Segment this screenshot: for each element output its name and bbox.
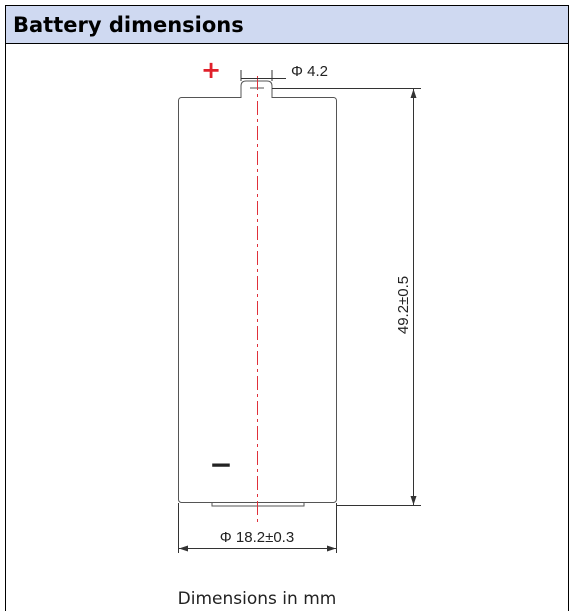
positive-sign: + (201, 56, 221, 84)
terminal-diameter-label: Φ 4.2 (291, 63, 328, 80)
caption: Dimensions in mm (178, 589, 337, 609)
length-label: 49.2±0.5 (395, 276, 412, 334)
diameter-label: Φ 18.2±0.3 (220, 529, 294, 546)
negative-sign: − (209, 448, 232, 481)
positive-cap (240, 80, 273, 98)
header-bar (5, 5, 569, 44)
header-title: Battery dimensions (13, 13, 244, 37)
